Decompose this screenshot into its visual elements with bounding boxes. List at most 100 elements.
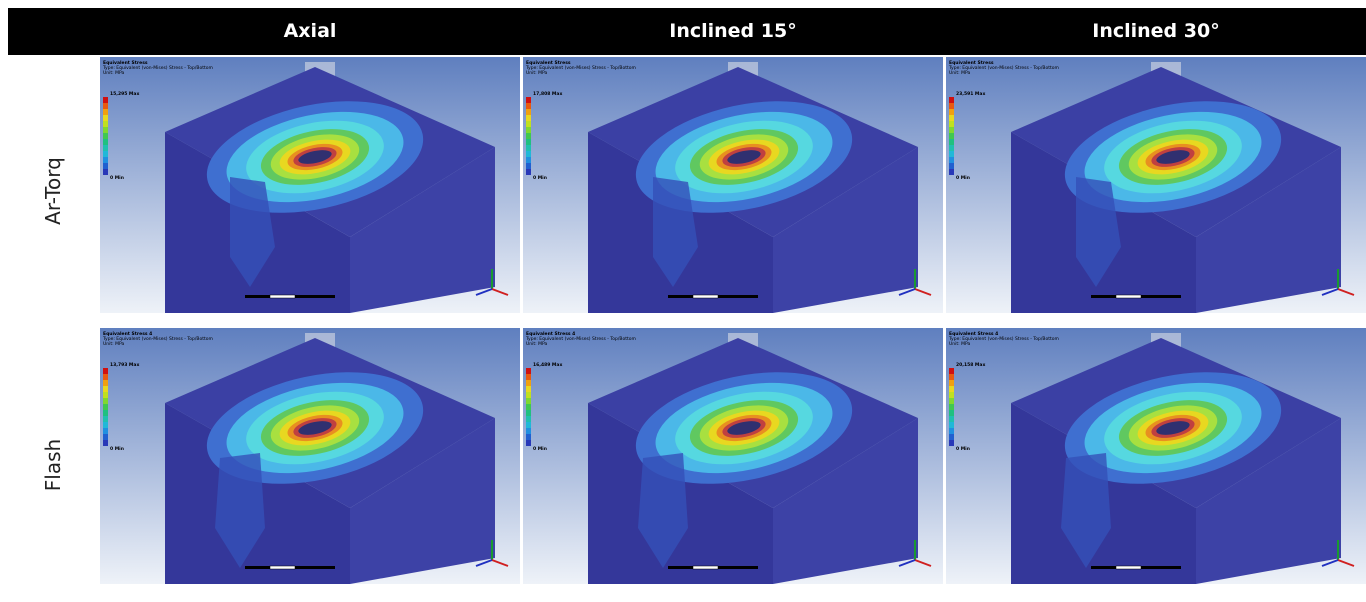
legend-swatch bbox=[949, 145, 954, 151]
legend-swatch bbox=[526, 398, 531, 404]
legend-swatch bbox=[949, 440, 954, 446]
legend-swatch bbox=[949, 169, 954, 175]
legend-swatch bbox=[949, 151, 954, 157]
scale-bar-seg bbox=[693, 566, 718, 569]
legend-unit: Unit: MPa bbox=[526, 341, 548, 347]
legend-swatch bbox=[526, 133, 531, 139]
legend-swatch bbox=[949, 157, 954, 163]
legend-swatch bbox=[949, 386, 954, 392]
legend-swatch bbox=[526, 145, 531, 151]
legend-unit: Unit: MPa bbox=[949, 70, 971, 76]
legend-swatch bbox=[103, 139, 108, 145]
legend-swatch bbox=[526, 115, 531, 121]
legend-swatch bbox=[949, 434, 954, 440]
legend-swatch bbox=[526, 139, 531, 145]
column-header: Inclined 15° bbox=[523, 8, 943, 55]
legend-swatch bbox=[526, 151, 531, 157]
legend-swatch bbox=[949, 380, 954, 386]
legend-swatch bbox=[103, 121, 108, 127]
legend-swatch bbox=[949, 416, 954, 422]
legend-swatch bbox=[526, 422, 531, 428]
legend-swatch bbox=[103, 398, 108, 404]
scale-bar-seg bbox=[693, 295, 718, 298]
legend-swatch bbox=[103, 151, 108, 157]
legend-swatch bbox=[526, 416, 531, 422]
legend-swatch bbox=[949, 121, 954, 127]
legend-max: 17,808 Max bbox=[533, 91, 562, 97]
legend-swatch bbox=[949, 422, 954, 428]
legend-swatch bbox=[526, 440, 531, 446]
legend-swatch bbox=[949, 374, 954, 380]
legend-unit: Unit: MPa bbox=[949, 341, 971, 347]
legend-swatch bbox=[103, 103, 108, 109]
legend-swatch bbox=[526, 434, 531, 440]
page: AxialInclined 15°Inclined 30° Ar-Torq Equi… bbox=[0, 0, 1366, 602]
legend-swatch bbox=[103, 434, 108, 440]
legend-swatch bbox=[949, 127, 954, 133]
legend-swatch bbox=[526, 380, 531, 386]
legend-swatch bbox=[526, 97, 531, 103]
legend-swatch bbox=[949, 392, 954, 398]
legend-swatch bbox=[949, 139, 954, 145]
legend-min: 0 Min bbox=[533, 175, 547, 181]
legend-unit: Unit: MPa bbox=[103, 341, 125, 347]
legend-swatch bbox=[103, 109, 108, 115]
legend-swatch bbox=[103, 404, 108, 410]
legend-swatch bbox=[949, 368, 954, 374]
legend-min: 0 Min bbox=[956, 446, 970, 452]
legend-swatch bbox=[103, 133, 108, 139]
legend-min: 0 Min bbox=[533, 446, 547, 452]
legend-swatch bbox=[526, 103, 531, 109]
legend-swatch bbox=[103, 386, 108, 392]
scale-bar-seg bbox=[1116, 295, 1141, 298]
legend-swatch bbox=[526, 163, 531, 169]
legend-swatch bbox=[103, 440, 108, 446]
legend-swatch bbox=[526, 169, 531, 175]
legend-swatch bbox=[526, 368, 531, 374]
legend-swatch bbox=[103, 169, 108, 175]
legend-swatch bbox=[949, 133, 954, 139]
legend-swatch bbox=[526, 374, 531, 380]
legend-swatch bbox=[949, 404, 954, 410]
legend-unit: Unit: MPa bbox=[526, 70, 548, 76]
legend-swatch bbox=[526, 404, 531, 410]
legend-swatch bbox=[526, 109, 531, 115]
legend-swatch bbox=[526, 127, 531, 133]
row-label: Ar-Torq bbox=[8, 57, 98, 325]
legend-swatch bbox=[103, 428, 108, 434]
legend-max: 23,591 Max bbox=[956, 91, 985, 97]
legend-max: 13,793 Max bbox=[110, 362, 139, 368]
column-header: Inclined 30° bbox=[946, 8, 1366, 55]
legend-swatch bbox=[526, 410, 531, 416]
legend-swatch bbox=[526, 386, 531, 392]
fea-image: Equivalent StressType: Equivalent (von-M… bbox=[946, 57, 1366, 313]
legend-swatch bbox=[103, 157, 108, 163]
legend-swatch bbox=[103, 416, 108, 422]
legend-min: 0 Min bbox=[110, 446, 124, 452]
legend-swatch bbox=[103, 374, 108, 380]
column-header: Axial bbox=[100, 8, 520, 55]
scale-bar-seg bbox=[270, 566, 295, 569]
legend-swatch bbox=[949, 109, 954, 115]
legend-swatch bbox=[526, 121, 531, 127]
fea-image: Equivalent StressType: Equivalent (von-M… bbox=[100, 57, 520, 313]
legend-swatch bbox=[526, 157, 531, 163]
legend-swatch bbox=[103, 145, 108, 151]
legend-max: 15,295 Max bbox=[110, 91, 139, 97]
legend-swatch bbox=[103, 392, 108, 398]
legend-swatch bbox=[949, 103, 954, 109]
legend-swatch bbox=[103, 410, 108, 416]
row-label: Flash bbox=[8, 328, 98, 602]
legend-max: 16,489 Max bbox=[533, 362, 562, 368]
legend-min: 0 Min bbox=[110, 175, 124, 181]
legend-swatch bbox=[526, 428, 531, 434]
legend-swatch bbox=[103, 97, 108, 103]
legend-swatch bbox=[103, 163, 108, 169]
legend-swatch bbox=[103, 422, 108, 428]
legend-swatch bbox=[949, 97, 954, 103]
legend-swatch bbox=[949, 115, 954, 121]
row-label-text: Ar-Torq bbox=[41, 157, 65, 225]
legend-unit: Unit: MPa bbox=[103, 70, 125, 76]
